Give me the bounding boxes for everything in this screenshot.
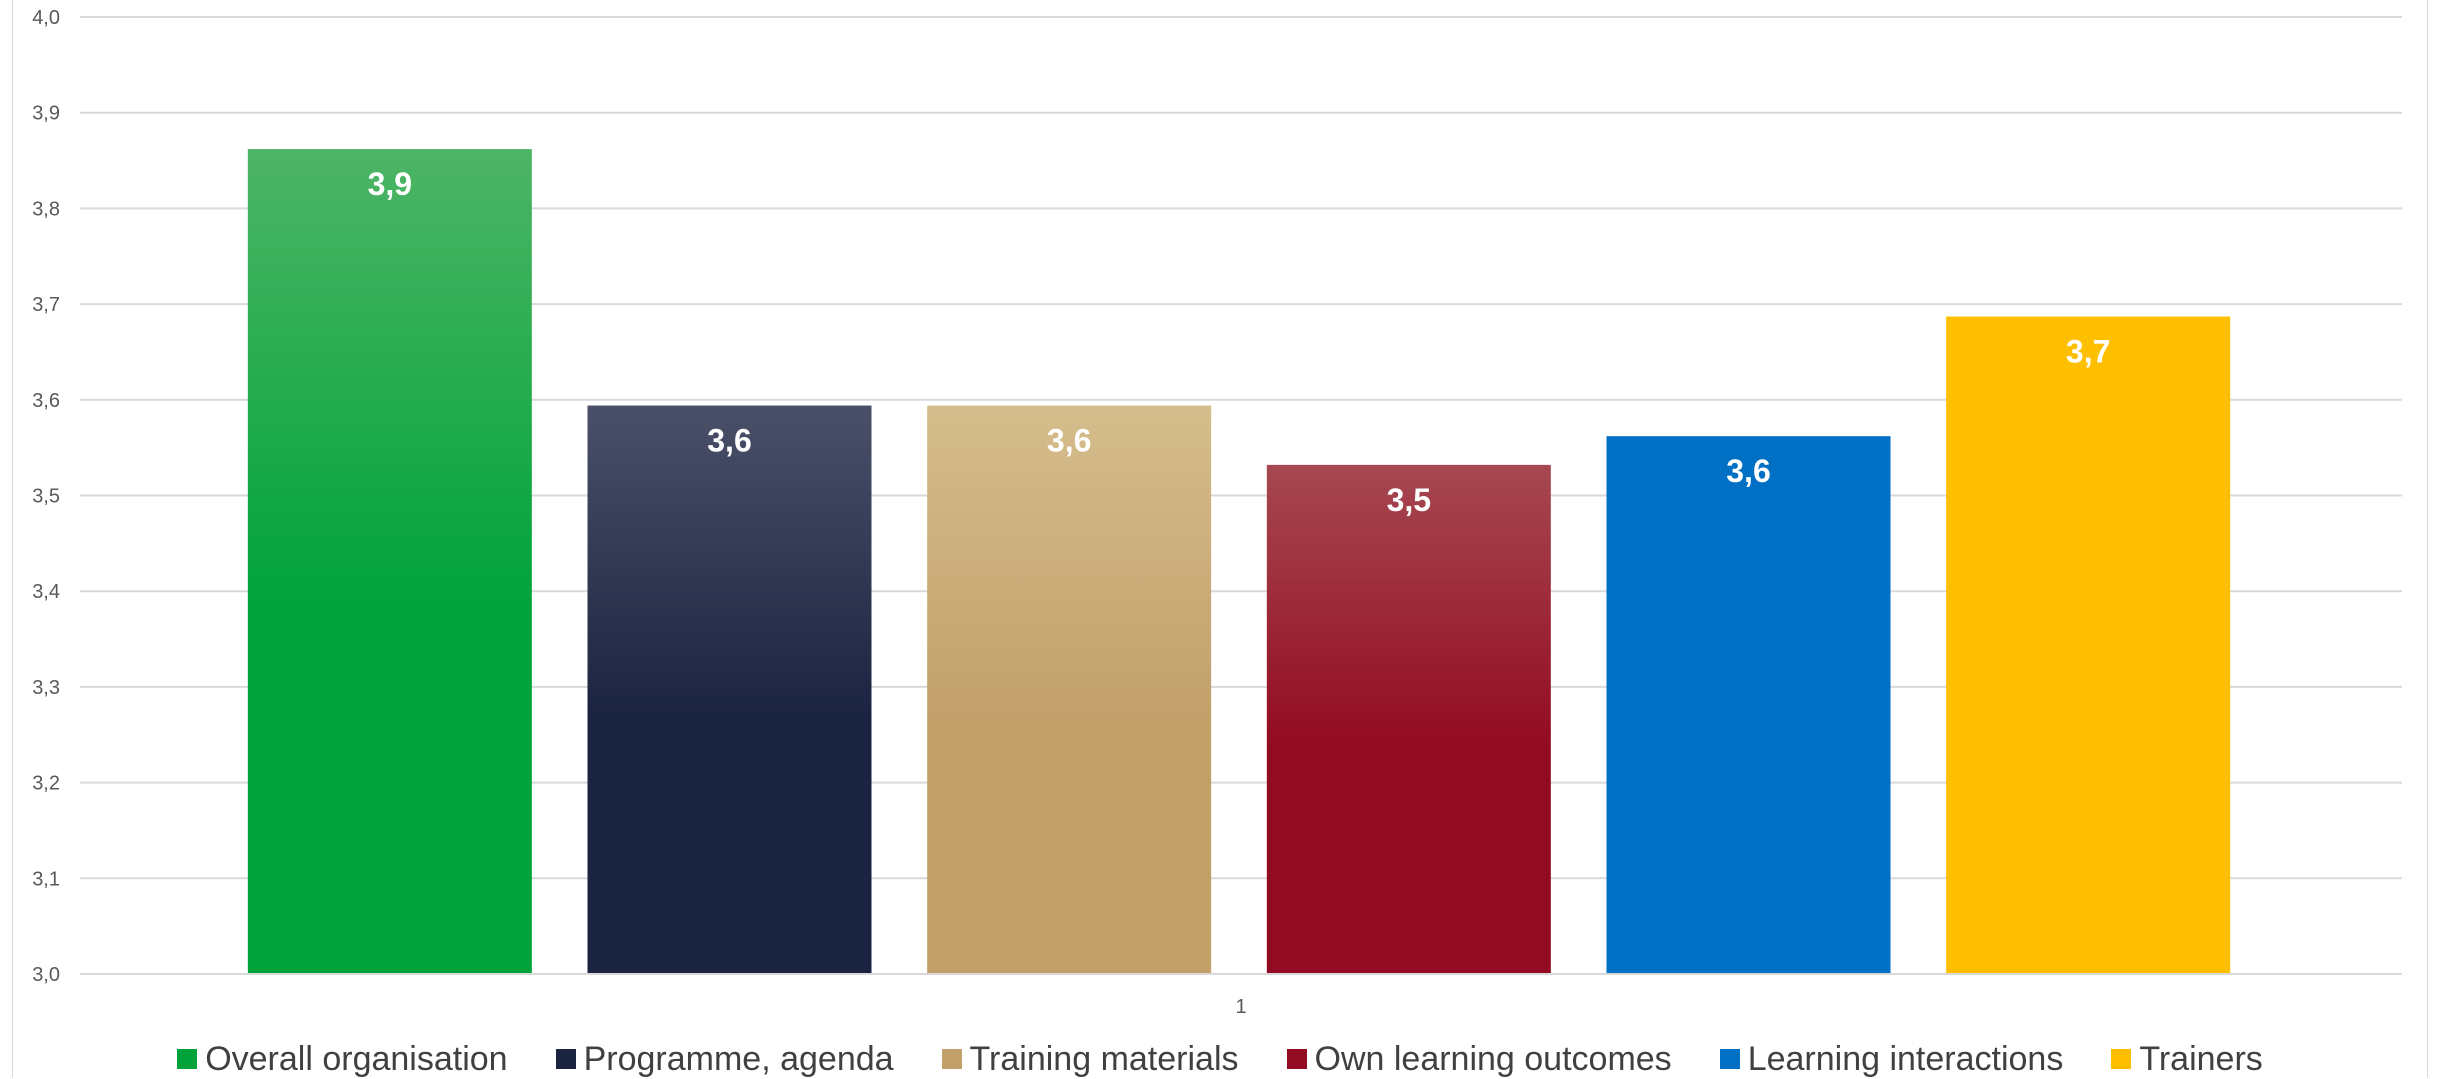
bar: [587, 405, 872, 974]
legend-label: Trainers: [2139, 1039, 2263, 1078]
y-tick-label: 3,9: [32, 103, 60, 125]
data-label: 3,6: [707, 423, 751, 459]
y-tick-label: 3,3: [32, 677, 60, 699]
y-tick-label: 3,5: [32, 486, 60, 508]
legend-item: Trainers: [2111, 1039, 2263, 1079]
legend-swatch: [1719, 1049, 1740, 1069]
y-tick-label: 3,8: [32, 198, 60, 220]
legend-swatch: [2111, 1049, 2132, 1069]
legend-item: Programme, agenda: [555, 1039, 894, 1079]
data-label: 3,9: [368, 166, 412, 202]
legend-swatch: [555, 1049, 576, 1069]
y-tick-label: 3,4: [32, 581, 60, 603]
y-axis: 3,0 3,1 3,2 3,3 3,4 3,5 3,6 3,7 3,8 3,9 4,0: [32, 7, 60, 986]
legend-swatch: [1286, 1049, 1307, 1069]
x-axis: 1: [80, 973, 2402, 1018]
x-tick-label: 1: [1235, 996, 1246, 1018]
legend-label: Own learning outcomes: [1314, 1039, 1672, 1078]
y-tick-label: 3,0: [32, 964, 60, 986]
y-tick-label: 3,6: [32, 390, 60, 412]
legend-label: Learning interactions: [1747, 1039, 2064, 1078]
chart-frame: [12, 0, 2428, 1078]
y-tick-label: 3,7: [32, 294, 60, 316]
legend-label: Training materials: [969, 1039, 1239, 1078]
y-tick-label: 3,2: [32, 773, 60, 795]
data-label: 3,5: [1387, 482, 1431, 518]
bar-chart: 3,0 3,1 3,2 3,3 3,4 3,5 3,6 3,7 3,8 3,9 4,0 3,9 3,6…: [32, 7, 2402, 1018]
legend-item: Overall organisation: [177, 1039, 508, 1079]
legend: Overall organisation Programme, agenda Tra…: [0, 1039, 2440, 1079]
bar: [1266, 464, 1551, 974]
data-label: 3,6: [1047, 423, 1091, 459]
bars: [247, 149, 2231, 975]
y-tick-label: 4,0: [32, 7, 60, 29]
y-tick-label: 3,1: [32, 868, 60, 890]
data-labels: 3,9 3,6 3,6 3,5 3,6 3,7: [368, 166, 2111, 518]
legend-swatch: [941, 1049, 962, 1069]
legend-swatch: [177, 1049, 198, 1069]
data-label: 3,7: [2066, 334, 2110, 370]
legend-label: Programme, agenda: [583, 1039, 894, 1078]
legend-label: Overall organisation: [205, 1039, 508, 1078]
bar: [1606, 436, 1891, 974]
bar: [927, 405, 1212, 974]
data-label: 3,6: [1726, 453, 1770, 489]
bar: [247, 149, 532, 975]
bar: [1946, 316, 2231, 974]
legend-item: Learning interactions: [1719, 1039, 2064, 1079]
legend-item: Training materials: [941, 1039, 1239, 1079]
legend-item: Own learning outcomes: [1286, 1039, 1672, 1079]
